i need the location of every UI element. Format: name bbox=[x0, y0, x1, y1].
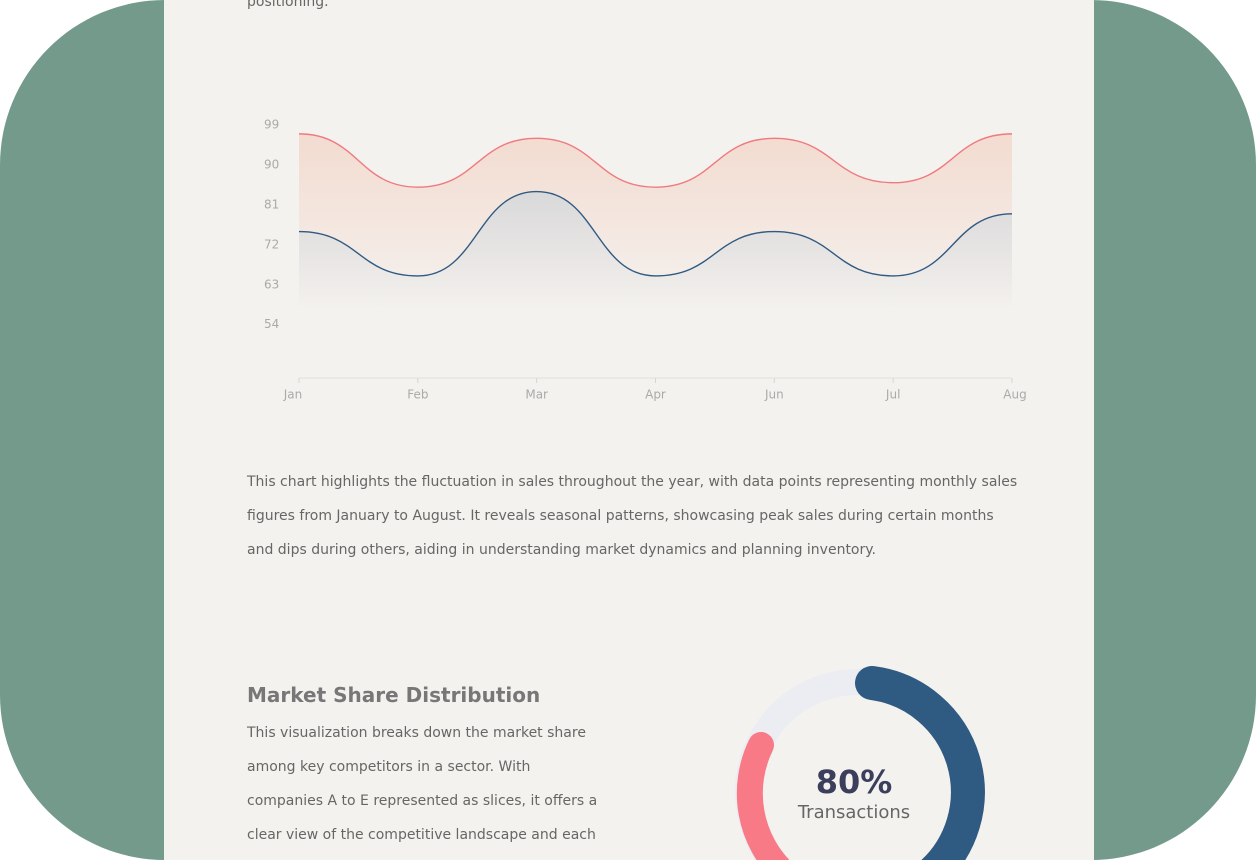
donut-segment bbox=[855, 666, 985, 860]
y-tick-label: 63 bbox=[264, 277, 279, 291]
x-tick-label: Mar bbox=[525, 388, 548, 402]
x-tick-label: Apr bbox=[645, 388, 666, 402]
x-tick-label: Feb bbox=[407, 388, 428, 402]
x-tick-label: Jan bbox=[283, 388, 303, 402]
description-line: among key competitors in a sector. With bbox=[247, 759, 531, 775]
description-line: figures from January to August. It revea… bbox=[247, 508, 994, 524]
chart-description: This chart highlights the fluctuation in… bbox=[247, 465, 1017, 567]
y-tick-label: 99 bbox=[264, 118, 279, 132]
x-tick-label: Jun bbox=[764, 388, 784, 402]
line-chart: 99 90 81 72 63 54 Jan Feb Mar Apr Jun Jul Aug bbox=[264, 118, 1027, 402]
area bbox=[299, 191, 1012, 310]
description-line: and dips during others, aiding in unders… bbox=[247, 542, 876, 558]
y-tick-label: 72 bbox=[264, 237, 279, 251]
y-tick-label: 54 bbox=[264, 317, 279, 331]
y-tick-label: 81 bbox=[264, 197, 279, 211]
donut-label: Transactions bbox=[797, 802, 910, 823]
line bbox=[298, 133, 1013, 188]
description-line: This chart highlights the fluctuation in… bbox=[247, 474, 1018, 490]
description-line: companies A to E represented as slices, … bbox=[247, 793, 598, 809]
description-line: clear view of the competitive landscape … bbox=[247, 827, 596, 843]
section-title: Market Share Distribution bbox=[247, 683, 541, 707]
line bbox=[298, 190, 1013, 277]
donut-track bbox=[735, 669, 981, 860]
description-line: This visualization breaks down the marke… bbox=[247, 725, 586, 741]
section-description: This visualization breaks down the marke… bbox=[247, 716, 597, 852]
x-tick-label: Jul bbox=[885, 388, 900, 402]
content-card: positioning. 99 90 81 72 63 54 Jan Feb Mar Apr Jun… bbox=[164, 0, 1094, 860]
donut-segment bbox=[736, 732, 790, 860]
y-tick-label: 90 bbox=[264, 157, 279, 171]
intro-text: positioning. bbox=[247, 0, 329, 10]
donut-value: 80% bbox=[816, 763, 893, 801]
x-tick-label: Aug bbox=[1003, 388, 1026, 402]
